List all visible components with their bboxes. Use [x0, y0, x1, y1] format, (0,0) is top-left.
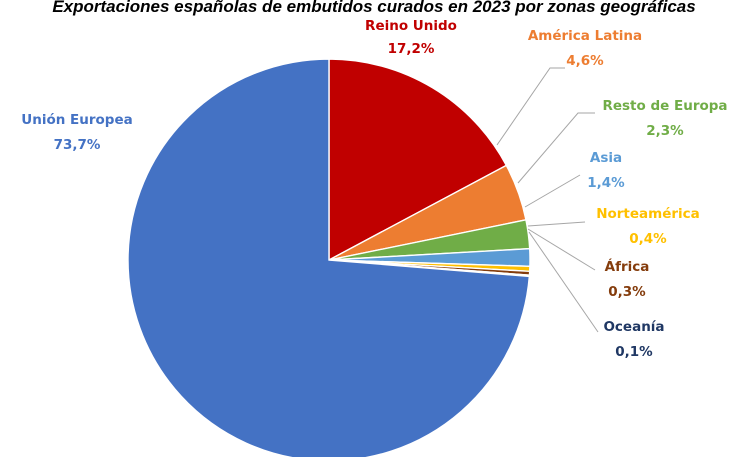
slice-value-reino-unido: 17,2%	[388, 41, 435, 57]
slice-label-oceania: Oceanía	[603, 319, 664, 335]
slice-label-resto-de-europa: Resto de Europa	[602, 98, 727, 114]
leader-line-resto-de-europa	[517, 112, 595, 184]
pie-slices	[127, 58, 531, 457]
slice-label-norteamerica: Norteamérica	[596, 206, 700, 222]
slice-value-africa: 0,3%	[608, 284, 646, 300]
slice-label-africa: África	[605, 258, 650, 275]
leader-line-norteamerica	[527, 221, 586, 227]
data-labels: Reino Unido 17,2% América Latina 4,6% Resto …	[21, 18, 727, 360]
slice-label-asia: Asia	[590, 150, 622, 166]
leader-line-oceania	[528, 231, 599, 333]
leader-line-africa	[527, 228, 596, 271]
pie-slice-reino-unido	[328, 58, 508, 262]
slice-value-norteamerica: 0,4%	[629, 231, 667, 247]
pie-slice-union-europea	[127, 58, 531, 457]
leader-lines	[496, 67, 599, 333]
slice-value-asia: 1,4%	[587, 175, 625, 191]
slice-value-union-europea: 73,7%	[54, 137, 101, 153]
leader-line-america-latina	[496, 67, 565, 146]
slice-label-america-latina: América Latina	[528, 28, 642, 44]
leader-line-asia	[524, 174, 581, 208]
slice-label-reino-unido: Reino Unido	[365, 18, 457, 34]
slice-value-america-latina: 4,6%	[566, 53, 604, 69]
slice-label-union-europea: Unión Europea	[21, 112, 132, 128]
slice-value-resto-de-europa: 2,3%	[646, 123, 684, 139]
slice-value-oceania: 0,1%	[615, 344, 653, 360]
chart-title: Exportaciones españolas de embutidos cur…	[52, 0, 696, 16]
